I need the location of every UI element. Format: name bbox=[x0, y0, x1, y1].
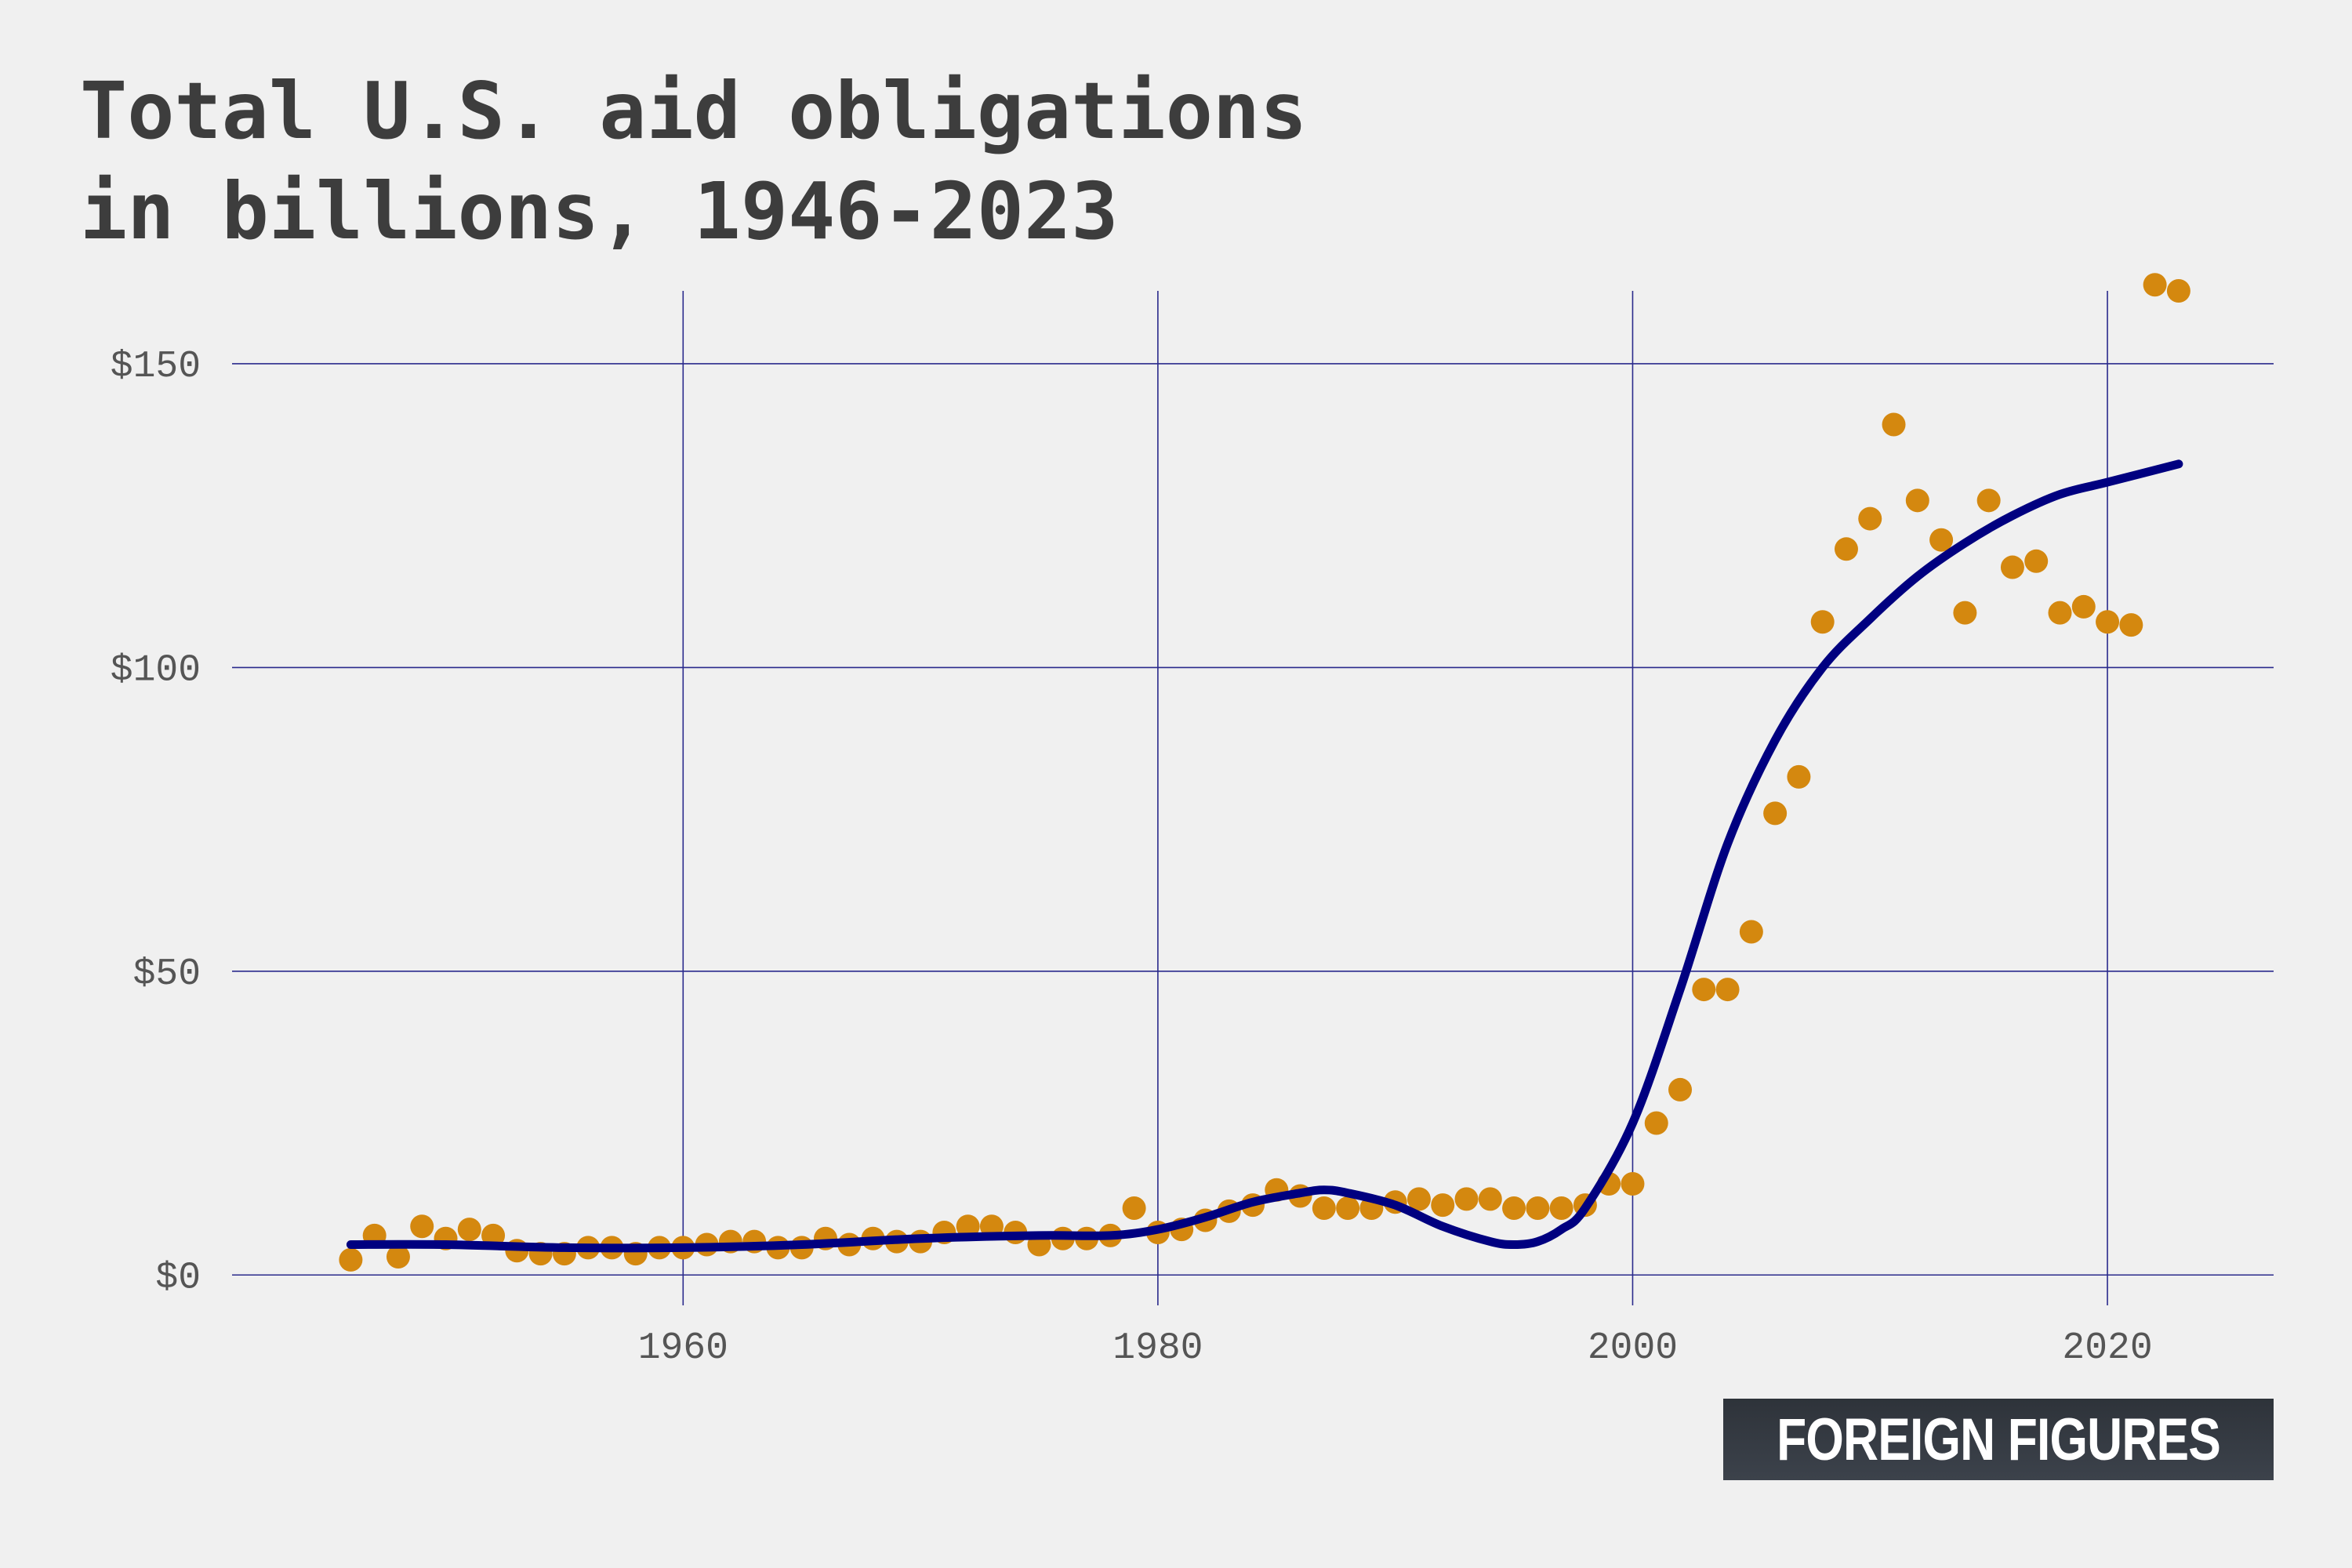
data-point bbox=[1312, 1196, 1336, 1221]
y-axis-tick-labels: $0 $50 $100 $150 bbox=[111, 346, 201, 1299]
data-point bbox=[1668, 1077, 1693, 1102]
data-point bbox=[1478, 1187, 1502, 1211]
data-point bbox=[1810, 610, 1835, 634]
data-point bbox=[1336, 1196, 1360, 1221]
data-point bbox=[2143, 273, 2167, 297]
data-point bbox=[1406, 1187, 1431, 1211]
x-axis-tick-labels: 1960 1980 2000 2020 bbox=[638, 1327, 2153, 1370]
data-point bbox=[2071, 594, 2096, 619]
chart-title: Total U.S. aid obligations in billions, … bbox=[80, 61, 1307, 262]
data-point bbox=[956, 1214, 980, 1239]
foreign-figures-logo: FOREIGN FIGURES bbox=[1723, 1399, 2274, 1480]
data-point bbox=[1905, 488, 1929, 513]
data-point bbox=[1787, 764, 1811, 789]
data-point bbox=[1976, 488, 2001, 513]
chart-title-line-1: Total U.S. aid obligations bbox=[80, 65, 1308, 157]
data-point bbox=[2048, 601, 2072, 625]
data-point bbox=[1739, 920, 1763, 944]
x-tick-label: 1960 bbox=[638, 1327, 728, 1370]
y-tick-label: $0 bbox=[155, 1257, 201, 1299]
data-point bbox=[2096, 610, 2120, 634]
data-point bbox=[1858, 506, 1882, 531]
data-point bbox=[1953, 601, 1977, 625]
data-point bbox=[1431, 1193, 1455, 1218]
data-point bbox=[2119, 613, 2143, 637]
y-tick-label: $100 bbox=[111, 649, 201, 691]
data-point bbox=[1929, 528, 1954, 552]
data-point bbox=[2166, 279, 2190, 303]
x-tick-label: 2000 bbox=[1588, 1327, 1678, 1370]
x-tick-label: 2020 bbox=[2062, 1327, 2152, 1370]
data-point bbox=[1882, 412, 1906, 437]
data-point bbox=[1526, 1196, 1550, 1221]
brand-label: FOREIGN FIGURES bbox=[1777, 1406, 2221, 1473]
data-point bbox=[1454, 1187, 1479, 1211]
data-point bbox=[1715, 978, 1740, 1002]
data-point bbox=[1834, 537, 1858, 561]
trend-line-layer bbox=[346, 459, 2183, 1253]
data-point bbox=[2000, 555, 2024, 579]
y-tick-label: $150 bbox=[111, 346, 201, 388]
data-point bbox=[1692, 978, 1716, 1002]
data-point bbox=[1122, 1196, 1146, 1221]
trend-line bbox=[346, 459, 2183, 1253]
data-point bbox=[1644, 1111, 1668, 1135]
y-tick-label: $50 bbox=[133, 953, 201, 996]
data-point bbox=[457, 1218, 481, 1242]
data-point bbox=[1502, 1196, 1526, 1221]
data-point bbox=[410, 1214, 434, 1239]
data-point bbox=[386, 1245, 410, 1269]
chart-title-line-2: in billions, 1946-2023 bbox=[80, 165, 1119, 257]
x-tick-label: 1980 bbox=[1112, 1327, 1203, 1370]
data-point bbox=[1549, 1196, 1573, 1221]
data-point bbox=[2024, 549, 2049, 573]
data-point bbox=[339, 1247, 363, 1272]
grid-lines bbox=[232, 291, 2274, 1305]
data-points bbox=[339, 273, 2190, 1272]
data-point bbox=[1621, 1172, 1645, 1196]
data-point bbox=[1763, 801, 1788, 826]
